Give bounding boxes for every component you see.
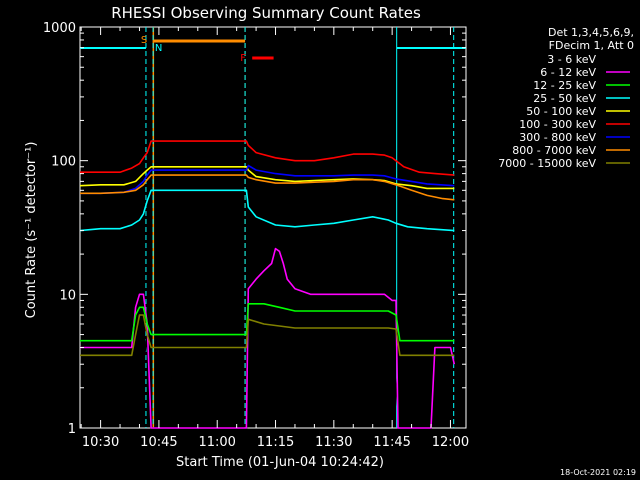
- legend-label: 50 - 100 keV: [526, 105, 596, 118]
- plot-frame: [79, 26, 467, 429]
- legend-header-line: Det 1,3,4,5,6,9,: [548, 26, 634, 39]
- legend-label: 6 - 12 keV: [540, 66, 596, 79]
- y-tick-label: 100: [51, 155, 76, 170]
- legend-label: 25 - 50 keV: [533, 92, 596, 105]
- x-tick-label: 11:15: [257, 435, 294, 450]
- legend-header-line: FDecim 1, Att 0: [549, 39, 634, 52]
- axes-layer: 10:30 10:45 11:00 11:15 11:30 11:45 12:00 1 10 10…: [43, 21, 469, 450]
- series-line-3: [80, 302, 455, 342]
- x-tick-label: 11:30: [315, 435, 352, 450]
- x-tick-label: 10:45: [140, 435, 177, 450]
- footer-timestamp: 18-Oct-2021 02:19: [560, 468, 636, 477]
- marker-n-label: N: [155, 43, 162, 54]
- series-layer: [79, 140, 456, 429]
- series-line-9: [80, 314, 455, 357]
- x-axis-label: Start Time (01-Jun-04 10:24:42): [176, 455, 384, 470]
- legend: Det 1,3,4,5,6,9,FDecim 1, Att 03 - 6 keV…: [498, 26, 634, 170]
- x-tick-label: 12:00: [432, 435, 469, 450]
- plot-area: [79, 26, 467, 429]
- y-tick-label: 1: [68, 422, 76, 437]
- legend-label: 3 - 6 keV: [547, 53, 596, 66]
- series-line-6: [80, 140, 455, 176]
- legend-label: 800 - 7000 keV: [512, 144, 596, 157]
- series-line-8: [80, 174, 455, 201]
- y-axis-label: Count Rate (s⁻¹ detector⁻¹): [24, 142, 39, 319]
- legend-label: 100 - 300 keV: [519, 118, 596, 131]
- series-line-7: [80, 164, 455, 195]
- x-tick-label: 10:30: [82, 435, 119, 450]
- legend-label: 12 - 25 keV: [533, 79, 596, 92]
- y-tick-label: 10: [59, 288, 76, 303]
- legend-label: 7000 - 15000 keV: [498, 157, 596, 170]
- legend-label: 300 - 800 keV: [519, 131, 596, 144]
- series-line-4: [79, 189, 455, 232]
- chart-title: RHESSI Observing Summary Count Rates: [111, 4, 421, 22]
- marker-f-label: F: [240, 53, 246, 64]
- y-tick-label: 1000: [43, 21, 76, 36]
- series-line-5: [79, 166, 455, 190]
- marker-s-label: S: [141, 35, 147, 46]
- annotation-markers: SN F: [80, 27, 466, 428]
- x-tick-label: 11:45: [373, 435, 410, 450]
- x-tick-label: 11:00: [198, 435, 235, 450]
